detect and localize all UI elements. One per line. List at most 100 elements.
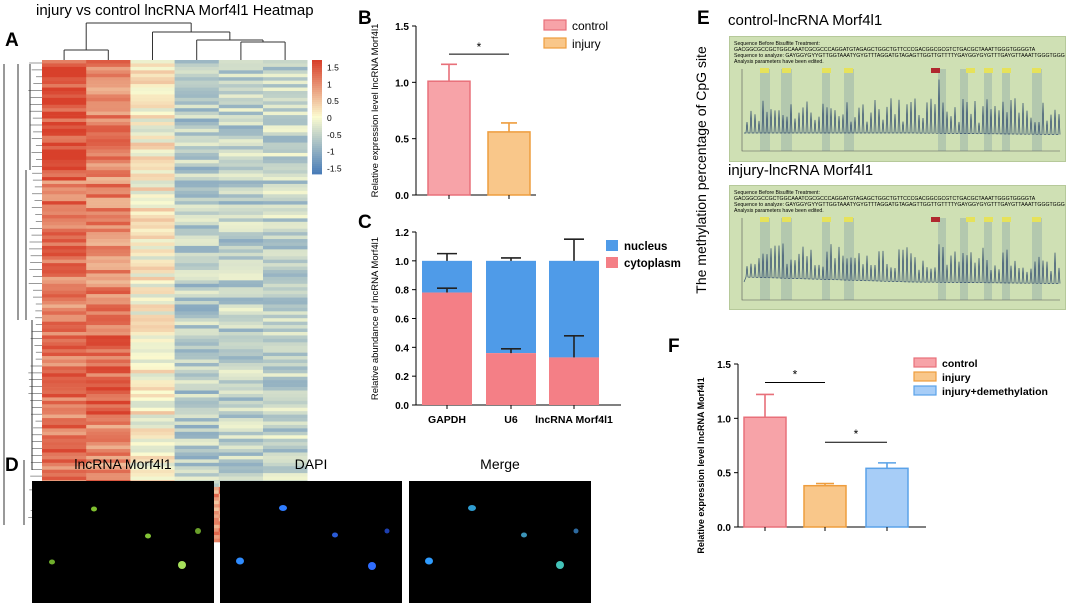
heatmap-cell	[263, 221, 308, 226]
heatmap-cell	[86, 393, 131, 398]
heatmap-cell	[86, 94, 131, 99]
heatmap-cell	[130, 149, 175, 154]
heatmap-cell	[218, 218, 264, 223]
heatmap-cell	[218, 349, 264, 353]
heatmap-cell	[263, 352, 308, 357]
heatmap-cell	[218, 314, 264, 319]
heatmap-cell	[263, 97, 308, 102]
colorbar-segment	[312, 132, 322, 135]
heatmap-cell	[86, 121, 131, 126]
heatmap-cell	[86, 221, 131, 226]
heatmap-cell	[263, 142, 308, 147]
heatmap-cell	[42, 190, 87, 195]
heatmap-cell	[86, 287, 131, 291]
colorbar-segment	[312, 86, 322, 89]
heatmap-cell	[174, 249, 220, 254]
heatmap-cell	[42, 256, 87, 260]
chart-c-legend-swatch	[606, 240, 618, 251]
colorbar-segment	[312, 126, 322, 129]
heatmap-cell	[174, 149, 220, 154]
heatmap-cell	[42, 70, 87, 75]
heatmap-cell	[86, 359, 131, 364]
heatmap-cell	[263, 235, 308, 240]
heatmap-cell	[42, 245, 87, 250]
panel-d-letter: D	[5, 455, 19, 476]
heatmap-cell	[130, 228, 175, 233]
heatmap-cell	[42, 63, 87, 68]
colorbar-segment	[312, 138, 322, 141]
heatmap-cell	[263, 242, 308, 247]
heatmap-cell	[218, 380, 264, 384]
heatmap-cell	[130, 201, 175, 205]
heatmap-cell	[263, 338, 308, 343]
heatmap-cell	[130, 142, 175, 147]
heatmap-cell	[263, 152, 308, 157]
chart-c-legend-label: cytoplasm	[624, 258, 681, 270]
heatmap-cell	[86, 273, 131, 278]
heatmap-cell	[174, 380, 220, 384]
pyro-cpg-marker	[966, 217, 975, 222]
heatmap-cell	[130, 287, 175, 291]
heatmap-cell	[218, 252, 264, 257]
heatmap-cell	[174, 438, 220, 443]
chart-b-errorbar-control	[441, 63, 457, 82]
heatmap-cell	[86, 66, 131, 71]
heatmap-cell	[174, 194, 220, 199]
heatmap-cell	[130, 97, 175, 102]
heatmap-cell	[130, 442, 175, 446]
heatmap-cell	[174, 318, 220, 322]
heatmap-cell	[42, 276, 87, 281]
heatmap-cell	[174, 108, 220, 112]
heatmap-cell	[174, 276, 220, 281]
heatmap-cell	[218, 359, 264, 364]
heatmap-cell	[174, 104, 220, 109]
heatmap-cell	[130, 152, 175, 157]
heatmap-cell	[42, 84, 87, 88]
heatmap-cell	[86, 304, 131, 309]
heatmap-cell	[42, 183, 87, 188]
colorbar-segment	[312, 114, 322, 117]
heatmap-cell	[86, 356, 131, 360]
pyro-cpg-marker	[1002, 217, 1011, 222]
colorbar-segment	[312, 76, 322, 79]
chart-b-significance-star: *	[477, 40, 482, 54]
chart-c-errorbar-cytoplasm	[501, 347, 521, 354]
pyro-cpg-band	[844, 69, 854, 151]
heatmap-cell	[42, 273, 87, 278]
heatmap-cell	[86, 321, 131, 326]
heatmap-cell	[86, 473, 131, 477]
heatmap-cell	[218, 290, 264, 295]
heatmap-cell	[218, 80, 264, 85]
heatmap-cell	[86, 97, 131, 102]
heatmap-cell	[218, 342, 264, 347]
chart-c-errorbar-nucleus	[564, 238, 584, 261]
heatmap-cell	[263, 214, 308, 219]
heatmap-cell	[86, 225, 131, 229]
heatmap-cell	[86, 70, 131, 75]
heatmap-cells	[42, 60, 308, 543]
heatmap-cell	[263, 476, 308, 481]
chart-b-legend-swatch	[543, 19, 567, 31]
heatmap-cell	[218, 111, 264, 116]
heatmap-colorbar: 1.5 1 0.5 0 -0.5 -1 -1.5	[312, 60, 342, 175]
heatmap-cell	[174, 455, 220, 460]
heatmap-cell	[218, 73, 264, 78]
colorbar-segment	[312, 160, 322, 163]
heatmap-cell	[42, 177, 87, 181]
heatmap-cell	[263, 473, 308, 477]
pyro-cpg-band	[1032, 218, 1042, 300]
heatmap-cell	[42, 314, 87, 319]
chart-c-legend-label: nucleus	[624, 241, 667, 253]
heatmap-cell	[130, 135, 175, 140]
heatmap-cell	[86, 194, 131, 199]
heatmap-cell	[263, 183, 308, 188]
heatmap-cell	[130, 473, 175, 477]
heatmap-cell	[42, 104, 87, 109]
heatmap-cell	[42, 356, 87, 360]
colorbar-segment	[312, 106, 322, 109]
pyro-cpg-band	[1002, 69, 1010, 151]
heatmap-cell	[42, 459, 87, 464]
heatmap-cell	[86, 266, 131, 271]
heatmap-cell	[42, 121, 87, 126]
chart-f-errorbar-0	[756, 393, 774, 418]
